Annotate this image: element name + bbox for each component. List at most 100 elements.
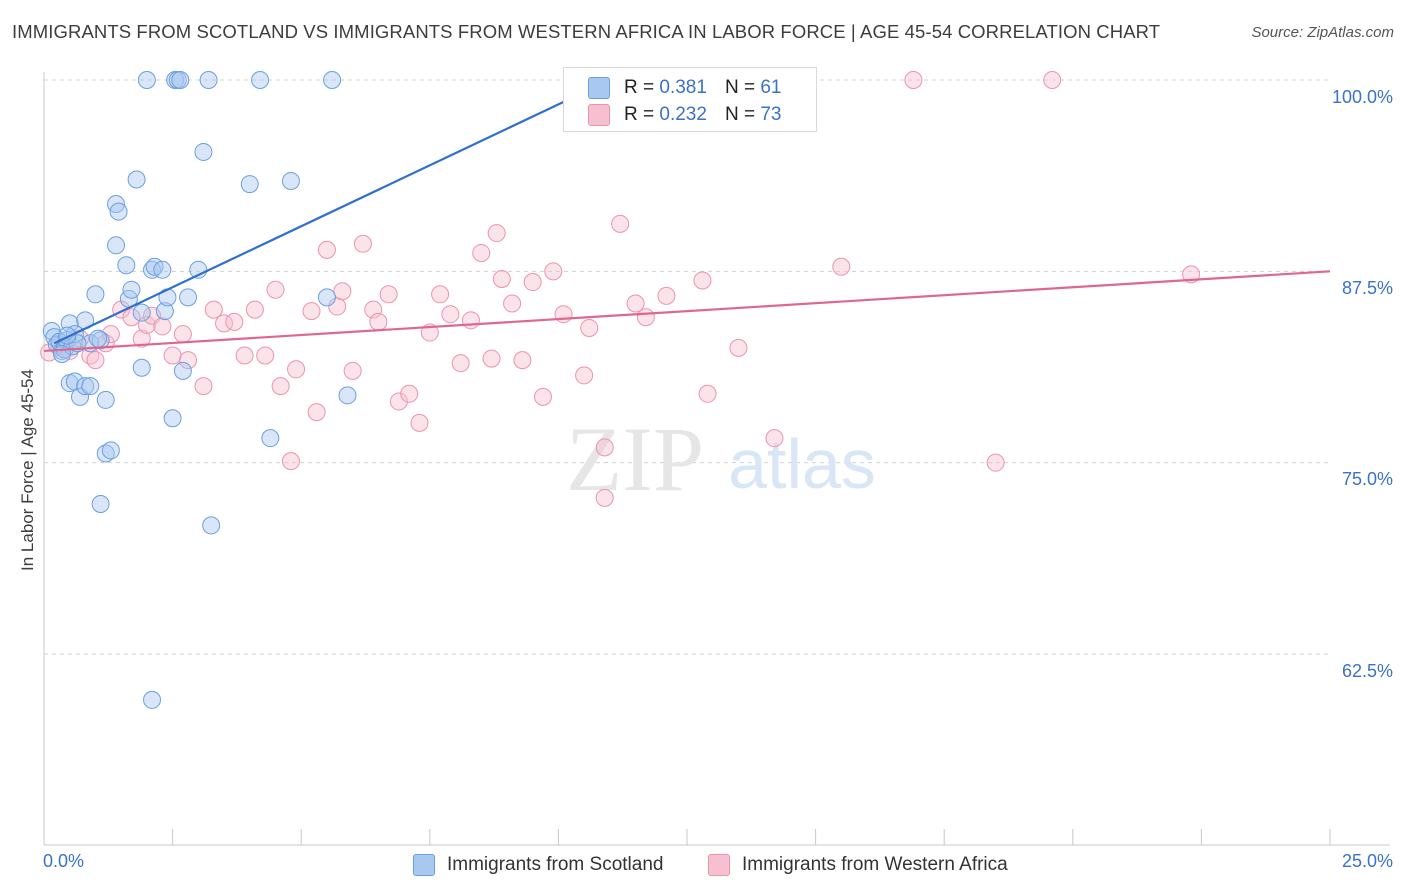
series-western-africa <box>40 71 1201 507</box>
scotland-point <box>240 175 259 194</box>
x-tick-label-min: 0.0% <box>43 851 85 871</box>
western-africa-point <box>580 318 599 337</box>
scotland-point <box>155 302 174 321</box>
scotland-point <box>96 444 115 463</box>
legend-item-label: Immigrants from Western Africa <box>742 854 1008 875</box>
western-africa-point <box>317 240 336 259</box>
watermark-zip: ZIP <box>566 408 704 510</box>
western-africa-point <box>400 384 419 403</box>
scotland-point <box>132 303 151 322</box>
scotland-point <box>81 377 100 396</box>
western-africa-point <box>307 403 326 422</box>
scotland-point <box>338 386 357 405</box>
scotland-point <box>53 344 72 363</box>
western-africa-point <box>451 354 470 373</box>
scotland-point <box>199 71 218 89</box>
western-africa-point <box>287 360 306 379</box>
legend-r-label: R = <box>624 77 655 98</box>
chart-title: IMMIGRANTS FROM SCOTLAND VS IMMIGRANTS F… <box>12 21 1161 42</box>
western-africa-point <box>461 311 480 330</box>
series-scotland <box>42 71 666 709</box>
western-africa-point <box>729 338 748 357</box>
legend-n-value: 73 <box>760 104 782 125</box>
scotland-point <box>86 285 105 304</box>
legend-r-label: R = <box>624 104 655 125</box>
scotland-point <box>173 361 192 380</box>
western-africa-point <box>636 308 655 327</box>
western-africa-point <box>698 384 717 403</box>
western-africa-point <box>523 273 542 292</box>
western-africa-point <box>431 285 450 304</box>
western-africa-point <box>353 234 372 253</box>
scotland-point <box>251 71 270 89</box>
scotland-point <box>171 71 190 89</box>
scotland-point <box>107 236 126 255</box>
western-africa-point <box>657 286 676 305</box>
correlation-legend: R = 0.381 N = 61 R = 0.232 N = 73 <box>563 67 817 132</box>
x-tick-label-max: 25.0% <box>1341 851 1393 871</box>
western-africa-swatch <box>708 854 730 876</box>
western-africa-point <box>281 452 300 471</box>
western-africa-point <box>441 305 460 324</box>
western-africa-point <box>204 300 223 319</box>
western-africa-point <box>271 377 290 396</box>
western-africa-point <box>302 302 321 321</box>
western-africa-point <box>482 349 501 368</box>
legend-r-value: 0.232 <box>659 104 707 125</box>
western-africa-point <box>487 224 506 243</box>
western-africa-point <box>544 262 563 281</box>
western-africa-point <box>389 392 408 411</box>
western-africa-point <box>575 366 594 385</box>
western-africa-point <box>410 413 429 432</box>
western-africa-point <box>595 438 614 457</box>
western-africa-point <box>765 429 784 448</box>
y-tick-label-75: 75.0% <box>1341 469 1393 489</box>
scotland-point <box>143 690 162 709</box>
watermark-atlas: atlas <box>728 425 876 503</box>
scotland-point <box>109 202 128 221</box>
source-credit: Source: ZipAtlas.com <box>1251 24 1394 41</box>
western-africa-point <box>513 351 532 370</box>
western-africa-point <box>163 346 182 365</box>
western-africa-point <box>173 325 192 344</box>
western-africa-point <box>904 71 923 89</box>
legend-item-label: Immigrants from Scotland <box>447 854 664 875</box>
scotland-point <box>89 329 108 348</box>
western-africa-point <box>122 308 141 327</box>
grid-lines <box>44 79 1330 655</box>
western-africa-point <box>153 317 172 336</box>
western-africa-point <box>369 312 388 331</box>
scotland-swatch <box>413 854 435 876</box>
y-tick-label-87-5: 87.5% <box>1341 278 1393 298</box>
western-africa-point <box>626 294 645 313</box>
scotland-point <box>101 441 120 460</box>
scotland-point <box>117 256 136 275</box>
y-axis-label: In Labor Force | Age 45-54 <box>18 369 37 571</box>
western-africa-point <box>194 377 213 396</box>
y-tick-label-62-5: 62.5% <box>1341 661 1393 681</box>
western-africa-point <box>343 361 362 380</box>
western-africa-point <box>179 351 198 370</box>
legend-item-western-africa[interactable]: Immigrants from Western Africa <box>708 851 1008 879</box>
legend-n-label: N = <box>724 77 756 98</box>
scotland-point <box>91 494 110 513</box>
legend-n-label: N = <box>724 104 756 125</box>
western-africa-point <box>492 269 511 288</box>
western-africa-point <box>132 329 151 348</box>
watermark: ZIP atlas <box>566 408 876 510</box>
scotland-point <box>127 170 146 189</box>
western-africa-point <box>533 387 552 406</box>
western-africa-point <box>611 214 630 233</box>
legend-n-value: 61 <box>760 77 782 98</box>
scotland-point <box>261 429 280 448</box>
western-africa-point <box>503 294 522 313</box>
western-africa-point <box>86 351 105 370</box>
scotland-point <box>281 172 300 191</box>
western-africa-point <box>266 280 285 299</box>
legend-item-scotland[interactable]: Immigrants from Scotland <box>413 851 663 879</box>
legend-row-western-africa: R = 0.232 N = 73 <box>588 101 781 129</box>
western-africa-point <box>595 488 614 507</box>
scotland-point <box>317 288 336 307</box>
western-africa-point <box>693 271 712 290</box>
scotland-point <box>323 71 342 89</box>
